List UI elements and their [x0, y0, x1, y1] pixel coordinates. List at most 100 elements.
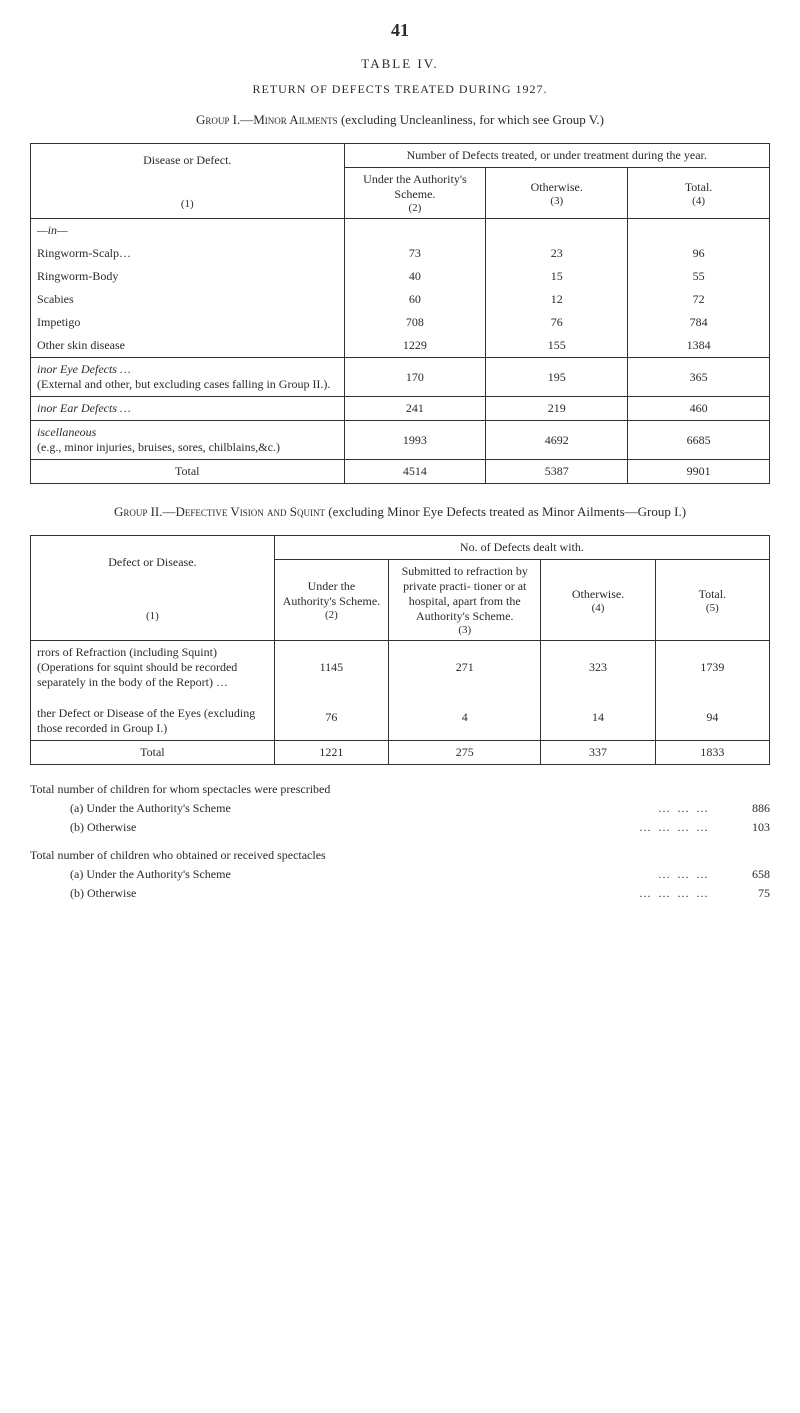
footer-2a-val: 658	[710, 865, 770, 884]
eye-sublabel: (External and other, but excluding cases…	[37, 377, 330, 391]
colnum-2: (2)	[351, 202, 480, 214]
g2-colnum-3: (3)	[395, 624, 534, 636]
footer-2a-label: (a) Under the Authority's Scheme	[30, 865, 658, 884]
cell: 365	[628, 358, 770, 397]
cell: 15	[486, 265, 628, 288]
cell: Scabies	[31, 288, 345, 311]
cell: 12	[486, 288, 628, 311]
g2-colnum-4: (4)	[547, 602, 648, 614]
cell: 40	[344, 265, 486, 288]
cell: 1229	[344, 334, 486, 358]
cell: 1833	[655, 741, 769, 765]
group2-prefix: Group II.—Defective Vision and Squint	[114, 504, 325, 519]
g2-col-submitted: Submitted to refraction by private pract…	[395, 564, 534, 624]
g2-total-label: Total	[31, 741, 275, 765]
cell: Impetigo	[31, 311, 345, 334]
header-top: Number of Defects treated, or under trea…	[344, 144, 769, 168]
dots: … … … …	[639, 818, 710, 837]
g2-col-defect: Defect or Disease.	[37, 555, 268, 570]
cell: 170	[344, 358, 486, 397]
cell: 275	[389, 741, 541, 765]
ear-label: inor Ear Defects …	[31, 397, 345, 421]
footer-line2: Total number of children who obtained or…	[30, 846, 770, 865]
skin-row-c2: 73	[344, 242, 486, 265]
cell: 76	[274, 694, 388, 741]
dots: … … …	[658, 865, 710, 884]
group2-table: Defect or Disease. (1) No. of Defects de…	[30, 535, 770, 765]
cell: 337	[541, 741, 655, 765]
cell: 219	[486, 397, 628, 421]
cell: 708	[344, 311, 486, 334]
colnum-4: (4)	[634, 195, 763, 207]
footer-line1: Total number of children for whom specta…	[30, 780, 770, 799]
cell: 1993	[344, 421, 486, 460]
eye-label: inor Eye Defects …	[37, 362, 131, 376]
footer-1b-val: 103	[710, 818, 770, 837]
footer-1a-label: (a) Under the Authority's Scheme	[30, 799, 658, 818]
col-disease-header: Disease or Defect.	[37, 153, 338, 168]
footer-2b-val: 75	[710, 884, 770, 903]
colnum-3: (3)	[492, 195, 621, 207]
cell: 14	[541, 694, 655, 741]
footer-2b-label: (b) Otherwise	[30, 884, 639, 903]
g2-col-total: Total.	[662, 587, 763, 602]
cell: 155	[486, 334, 628, 358]
group1-prefix: Group I.—Minor Ailments	[196, 112, 338, 127]
cell: 1221	[274, 741, 388, 765]
cell: 241	[344, 397, 486, 421]
cell: 94	[655, 694, 769, 741]
dots: … … …	[658, 799, 710, 818]
footer-1b-label: (b) Otherwise	[30, 818, 639, 837]
group2-heading: Group II.—Defective Vision and Squint (e…	[30, 504, 770, 520]
cell: 460	[628, 397, 770, 421]
cell: 55	[628, 265, 770, 288]
g2-col-other: Otherwise.	[547, 587, 648, 602]
total-c3: 5387	[486, 460, 628, 484]
col-other: Otherwise.	[492, 180, 621, 195]
total-label: Total	[31, 460, 345, 484]
misc-label: iscellaneous	[37, 425, 96, 439]
cell: 1145	[274, 641, 388, 695]
group1-heading: Group I.—Minor Ailments (excluding Uncle…	[30, 112, 770, 128]
colnum-1: (1)	[37, 198, 338, 210]
footer-1a-val: 886	[710, 799, 770, 818]
cell: 72	[628, 288, 770, 311]
cell: 1739	[655, 641, 769, 695]
g2-colnum-5: (5)	[662, 602, 763, 614]
total-c2: 4514	[344, 460, 486, 484]
cell: 60	[344, 288, 486, 311]
section-skin: —in—	[31, 219, 345, 243]
cell: 784	[628, 311, 770, 334]
col-total: Total.	[634, 180, 763, 195]
cell: 1384	[628, 334, 770, 358]
footer-section: Total number of children for whom specta…	[30, 780, 770, 903]
skin-row-c4: 96	[628, 242, 770, 265]
cell: 4	[389, 694, 541, 741]
g2-colnum-1: (1)	[37, 610, 268, 622]
group1-suffix: (excluding Uncleanliness, for which see …	[338, 112, 604, 127]
cell: 323	[541, 641, 655, 695]
g2-colnum-2: (2)	[281, 609, 382, 621]
g2-header-top: No. of Defects dealt with.	[274, 536, 769, 560]
skin-row-label: Ringworm-Body	[31, 265, 345, 288]
col-under: Under the Authority's Scheme.	[351, 172, 480, 202]
g2-col-under: Under the Authority's Scheme.	[281, 579, 382, 609]
cell: 4692	[486, 421, 628, 460]
total-c4: 9901	[628, 460, 770, 484]
dots: … … … …	[639, 884, 710, 903]
table-label: TABLE IV.	[30, 56, 770, 72]
cell: 195	[486, 358, 628, 397]
group1-table: Disease or Defect. (1) Number of Defects…	[30, 143, 770, 484]
g2-row1-label: rrors of Refraction (including Squint) (…	[31, 641, 275, 695]
return-title: RETURN OF DEFECTS TREATED DURING 1927.	[30, 82, 770, 97]
cell: 76	[486, 311, 628, 334]
cell: Other skin disease	[31, 334, 345, 358]
page-number: 41	[30, 20, 770, 41]
g2-row2-label: ther Defect or Disease of the Eyes (excl…	[31, 694, 275, 741]
cell: 271	[389, 641, 541, 695]
skin-row-label: Ringworm-Scalp…	[31, 242, 345, 265]
misc-sublabel: (e.g., minor injuries, bruises, sores, c…	[37, 440, 280, 454]
skin-row-c3: 23	[486, 242, 628, 265]
cell: 6685	[628, 421, 770, 460]
group2-suffix: (excluding Minor Eye Defects treated as …	[325, 504, 686, 519]
